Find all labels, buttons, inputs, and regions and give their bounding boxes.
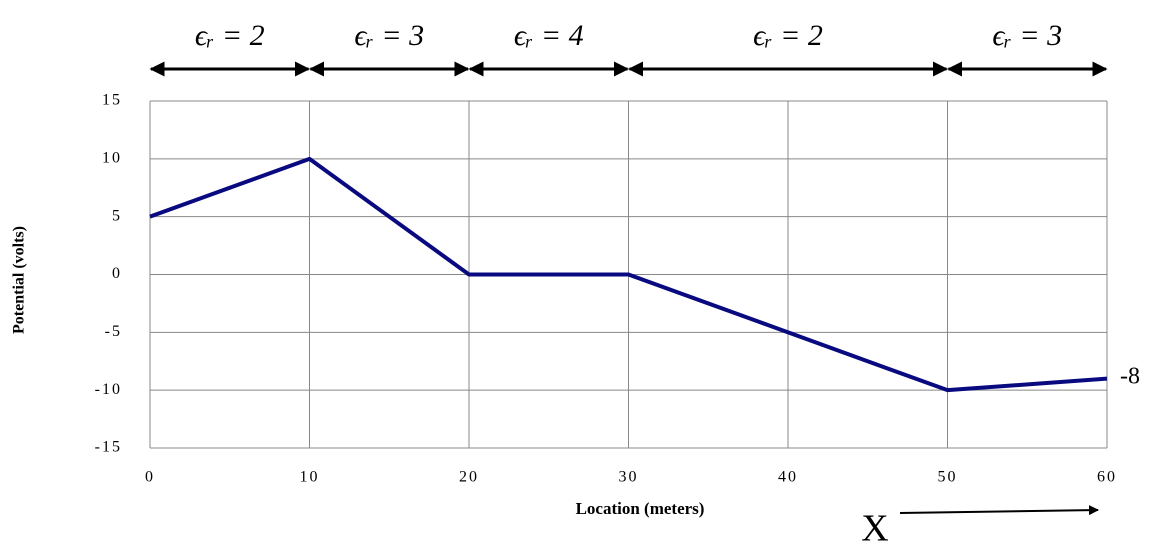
x-axis-label: Location (meters) (576, 499, 705, 518)
y-tick-label: 10 (102, 150, 122, 167)
region-label: ϵᵣ = 2 (753, 19, 823, 52)
y-tick-label: -15 (95, 439, 122, 456)
x-tick-label: 0 (145, 469, 155, 486)
x-tick-label: 10 (300, 469, 320, 486)
annotation: -8 (1120, 364, 1140, 390)
y-tick-label: 5 (112, 207, 122, 224)
y-tick-label: -5 (105, 323, 122, 340)
region-label: ϵᵣ = 4 (514, 19, 584, 52)
x-tick-label: 40 (778, 469, 798, 486)
x-arrow (899, 505, 1099, 516)
region-label: ϵᵣ = 2 (195, 19, 265, 52)
y-tick-label: 15 (102, 92, 122, 109)
x-tick-label: 50 (938, 469, 958, 486)
x-tick-label: 20 (459, 469, 479, 486)
region-label: ϵᵣ = 3 (992, 19, 1062, 52)
x-tick-label: 60 (1097, 469, 1117, 486)
y-axis-label: Potential (volts) (11, 226, 28, 334)
annotation: X (861, 508, 888, 550)
y-tick-label: -10 (95, 381, 122, 398)
x-tick-label: 30 (619, 469, 639, 486)
data-line (149, 156, 1108, 393)
y-tick-label: 0 (112, 265, 122, 282)
region-label: ϵᵣ = 3 (354, 19, 424, 52)
